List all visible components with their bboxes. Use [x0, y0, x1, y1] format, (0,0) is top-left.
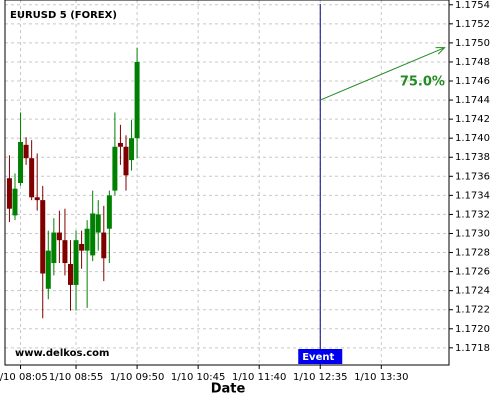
candle-body: [6, 178, 12, 209]
candle-body: [90, 213, 96, 256]
candle-body: [29, 158, 35, 198]
plot-frame: [4, 0, 450, 366]
y-tick-label: 1.1746: [455, 76, 490, 87]
y-tick-label: 1.1742: [455, 114, 490, 125]
x-axis-label: Date: [211, 382, 246, 397]
projection-label: 75.0%: [400, 74, 445, 89]
candle-body: [117, 142, 123, 147]
y-tick-label: 1.1740: [455, 133, 490, 144]
y-tick-label: 1.1718: [455, 343, 490, 354]
candle-body: [51, 232, 57, 264]
event-label-box: [298, 349, 343, 364]
x-tick-label: 1/10 13:30: [354, 372, 408, 383]
projection-line: [320, 47, 445, 101]
candle-body: [79, 243, 85, 251]
candle-body: [129, 138, 135, 161]
chart-title: EURUSD 5 (FOREX): [10, 10, 117, 21]
y-tick-label: 1.1720: [455, 324, 490, 335]
y-tick-label: 1.1752: [455, 19, 490, 30]
event-label: Event: [302, 352, 334, 363]
y-tick-label: 1.1732: [455, 209, 490, 220]
candle-body: [134, 61, 140, 139]
x-tick-label: 1/10 08:05: [0, 372, 48, 383]
candle-body: [18, 141, 24, 183]
candle-body: [12, 188, 18, 216]
candle-body: [106, 195, 112, 229]
x-tick-label: 1/10 09:50: [110, 372, 164, 383]
y-tick-label: 1.1726: [455, 267, 490, 278]
y-tick-label: 1.1724: [455, 286, 490, 297]
x-tick-label: 1/10 12:35: [293, 372, 347, 383]
y-tick-label: 1.1730: [455, 228, 490, 239]
candle-body: [40, 200, 46, 274]
candle-body: [73, 240, 79, 285]
candle-body: [67, 263, 73, 285]
candle-body: [45, 250, 51, 289]
projection-arrowhead: [435, 47, 446, 55]
y-tick-label: 1.1750: [455, 38, 490, 49]
candle-body: [84, 228, 90, 251]
x-tick-label: 1/10 11:40: [232, 372, 286, 383]
candle-body: [95, 214, 101, 233]
y-tick-label: 1.1748: [455, 57, 490, 68]
candle-body: [34, 197, 40, 201]
candle-body: [23, 144, 29, 159]
candle-body: [123, 146, 129, 176]
x-tick-label: 1/10 10:45: [171, 372, 225, 383]
x-tick-label: 1/10 08:55: [49, 372, 103, 383]
candle-body: [101, 232, 107, 259]
candle-body: [112, 146, 118, 191]
y-tick-label: 1.1744: [455, 95, 490, 106]
plot: [6, 47, 140, 319]
y-tick-label: 1.1728: [455, 248, 490, 259]
candle-body: [62, 240, 68, 264]
y-tick-label: 1.1754: [455, 0, 490, 11]
y-tick-label: 1.1736: [455, 171, 490, 182]
candle-body: [56, 232, 62, 241]
y-tick-label: 1.1738: [455, 152, 490, 163]
watermark: www.delkos.com: [15, 348, 109, 359]
y-tick-label: 1.1722: [455, 305, 490, 316]
y-tick-label: 1.1734: [455, 190, 490, 201]
